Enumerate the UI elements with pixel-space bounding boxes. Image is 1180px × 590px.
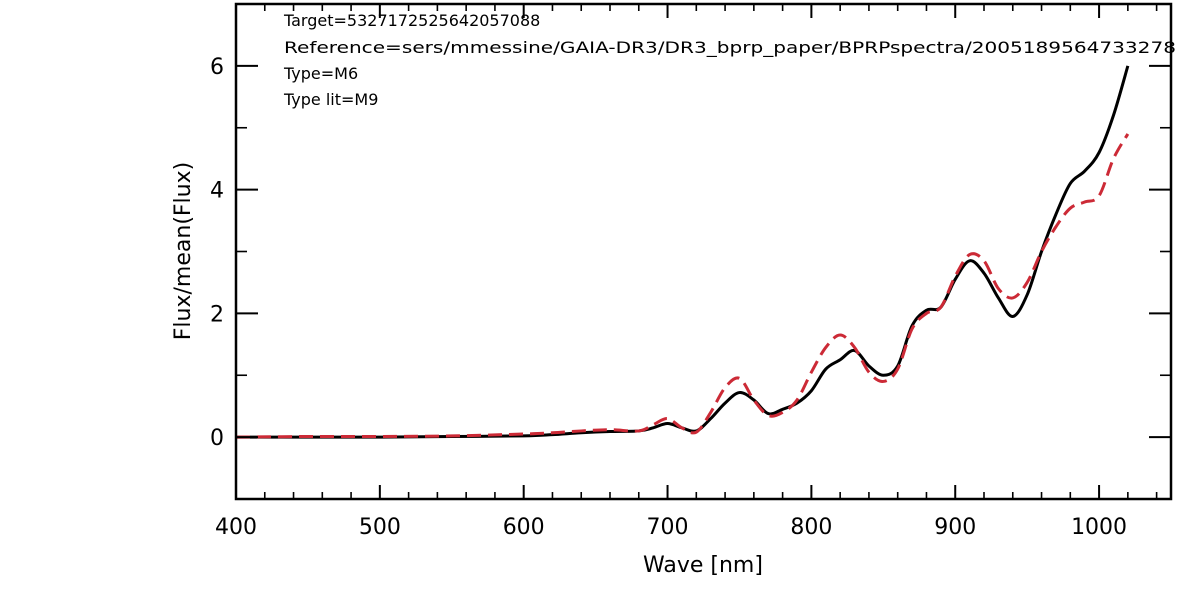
x-tick-label: 600: [503, 515, 545, 540]
x-tick-label: 1000: [1071, 515, 1127, 540]
x-tick-label: 800: [790, 515, 832, 540]
x-tick-label: 500: [359, 515, 401, 540]
annotation-target: Target=5327172525642057088: [283, 11, 540, 30]
x-tick-label: 400: [215, 515, 257, 540]
annotation-type-lit: Type lit=M9: [283, 90, 378, 109]
x-tick-label: 700: [647, 515, 689, 540]
series-line-reference: [236, 133, 1130, 439]
x-axis-label: Wave [nm]: [643, 553, 763, 578]
y-axis-label: Flux/mean(Flux): [171, 162, 196, 340]
annotation-type: Type=M6: [283, 64, 358, 83]
series-line-target: [236, 65, 1130, 439]
x-tick-label: 900: [934, 515, 976, 540]
y-tick-label: 4: [210, 179, 224, 204]
annotation-reference: Reference=sers/mmessine/GAIA-DR3/DR3_bpr…: [284, 38, 1176, 58]
y-tick-label: 6: [210, 55, 224, 80]
y-tick-label: 2: [210, 302, 224, 327]
y-tick-label: 0: [210, 426, 224, 451]
